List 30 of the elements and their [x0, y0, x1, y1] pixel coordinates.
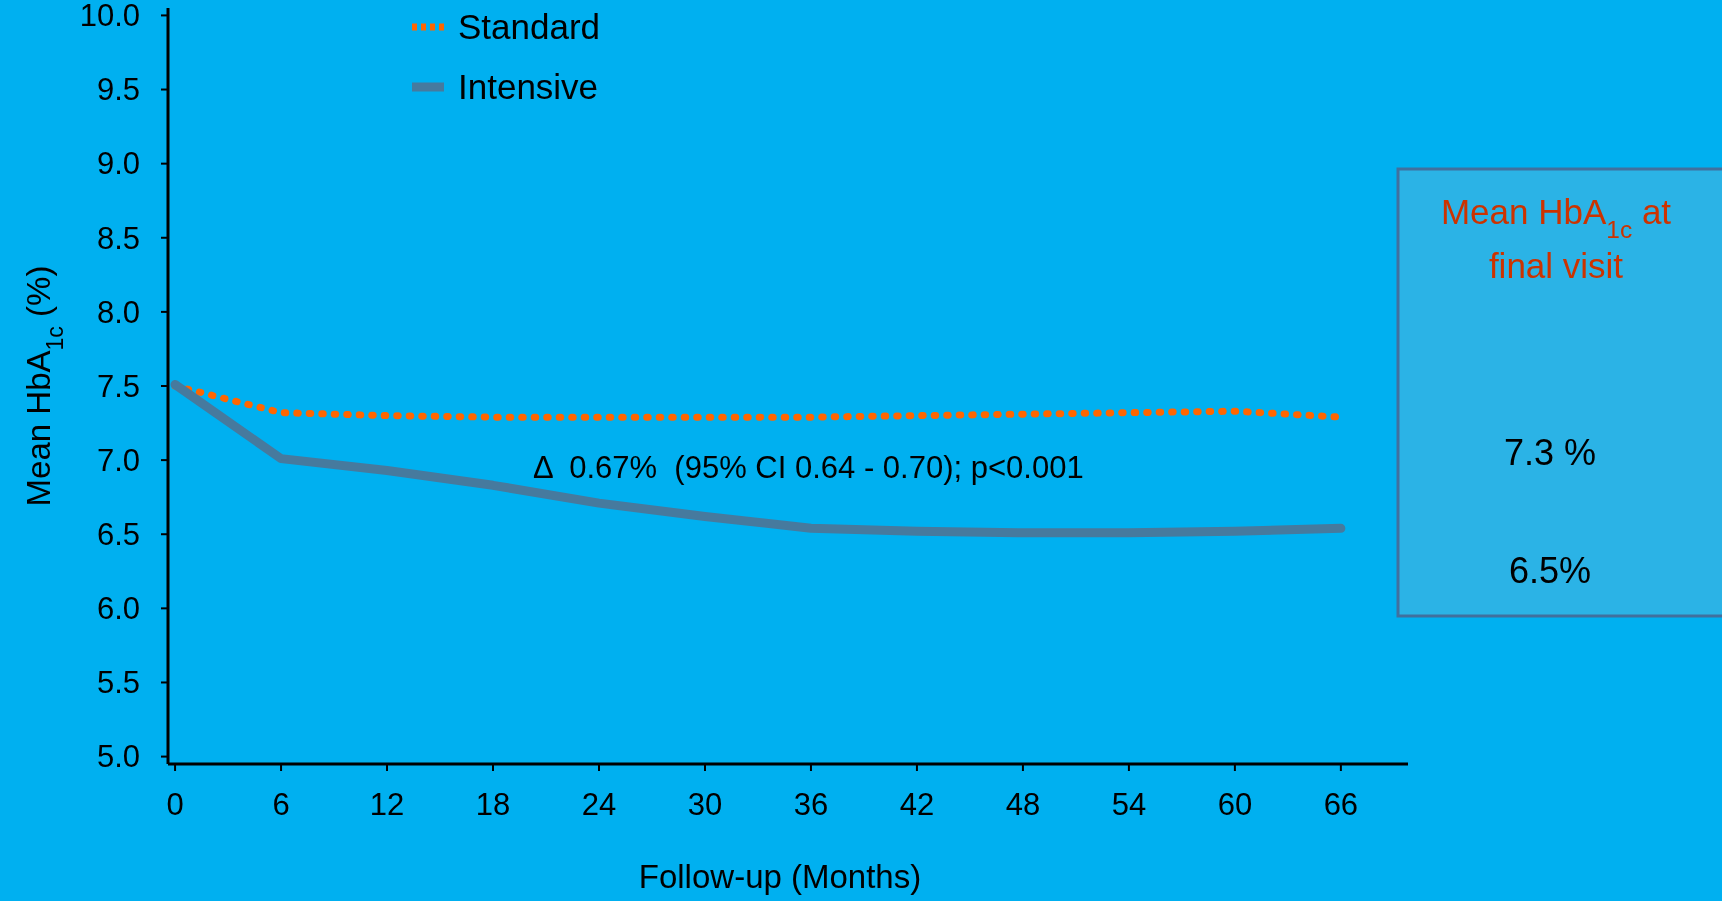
- y-tick-label: 6.5: [96, 517, 140, 553]
- y-tick-label: 6.0: [96, 591, 140, 627]
- x-tick-label: 0: [166, 786, 184, 822]
- x-tick-label: 42: [899, 786, 935, 822]
- text: 6.5%: [1508, 550, 1592, 591]
- text: Mean HbA$_{1c}$ at final visit: [1440, 192, 1672, 285]
- y-tick-label: 8.0: [96, 294, 140, 330]
- y-tick-label: 9.0: [96, 146, 140, 182]
- y-tick-label: 7.0: [96, 442, 140, 478]
- x-tick-label: 66: [1323, 786, 1359, 822]
- y-tick-label: 5.0: [96, 739, 140, 775]
- annotation: Δ 0.67% (95% CI 0.64 - 0.70); p<0.001: [533, 449, 1084, 485]
- x-tick-label: 12: [369, 786, 405, 822]
- y-tick-label: 9.5: [96, 72, 140, 108]
- legend-label: Intensive: [458, 67, 599, 107]
- y-tick-label: 10.0: [79, 0, 140, 34]
- legend-label: Standard: [458, 7, 601, 47]
- x-tick-label: 54: [1111, 786, 1147, 822]
- x-tick-label: 24: [581, 786, 617, 822]
- y-tick-label: 5.5: [96, 665, 140, 701]
- x-tick-label: 18: [475, 786, 511, 822]
- x-tick-label: 30: [687, 786, 723, 822]
- x-tick-label: 36: [793, 786, 829, 822]
- x-tick-label: 60: [1217, 786, 1253, 822]
- x-tick-label: 48: [1005, 786, 1041, 822]
- x-axis-title: Follow-up (Months): [638, 858, 922, 895]
- text: 7.3 %: [1503, 432, 1597, 473]
- x-tick-label: 6: [272, 786, 290, 822]
- y-tick-label: 8.5: [96, 220, 140, 256]
- y-tick-label: 7.5: [96, 368, 140, 404]
